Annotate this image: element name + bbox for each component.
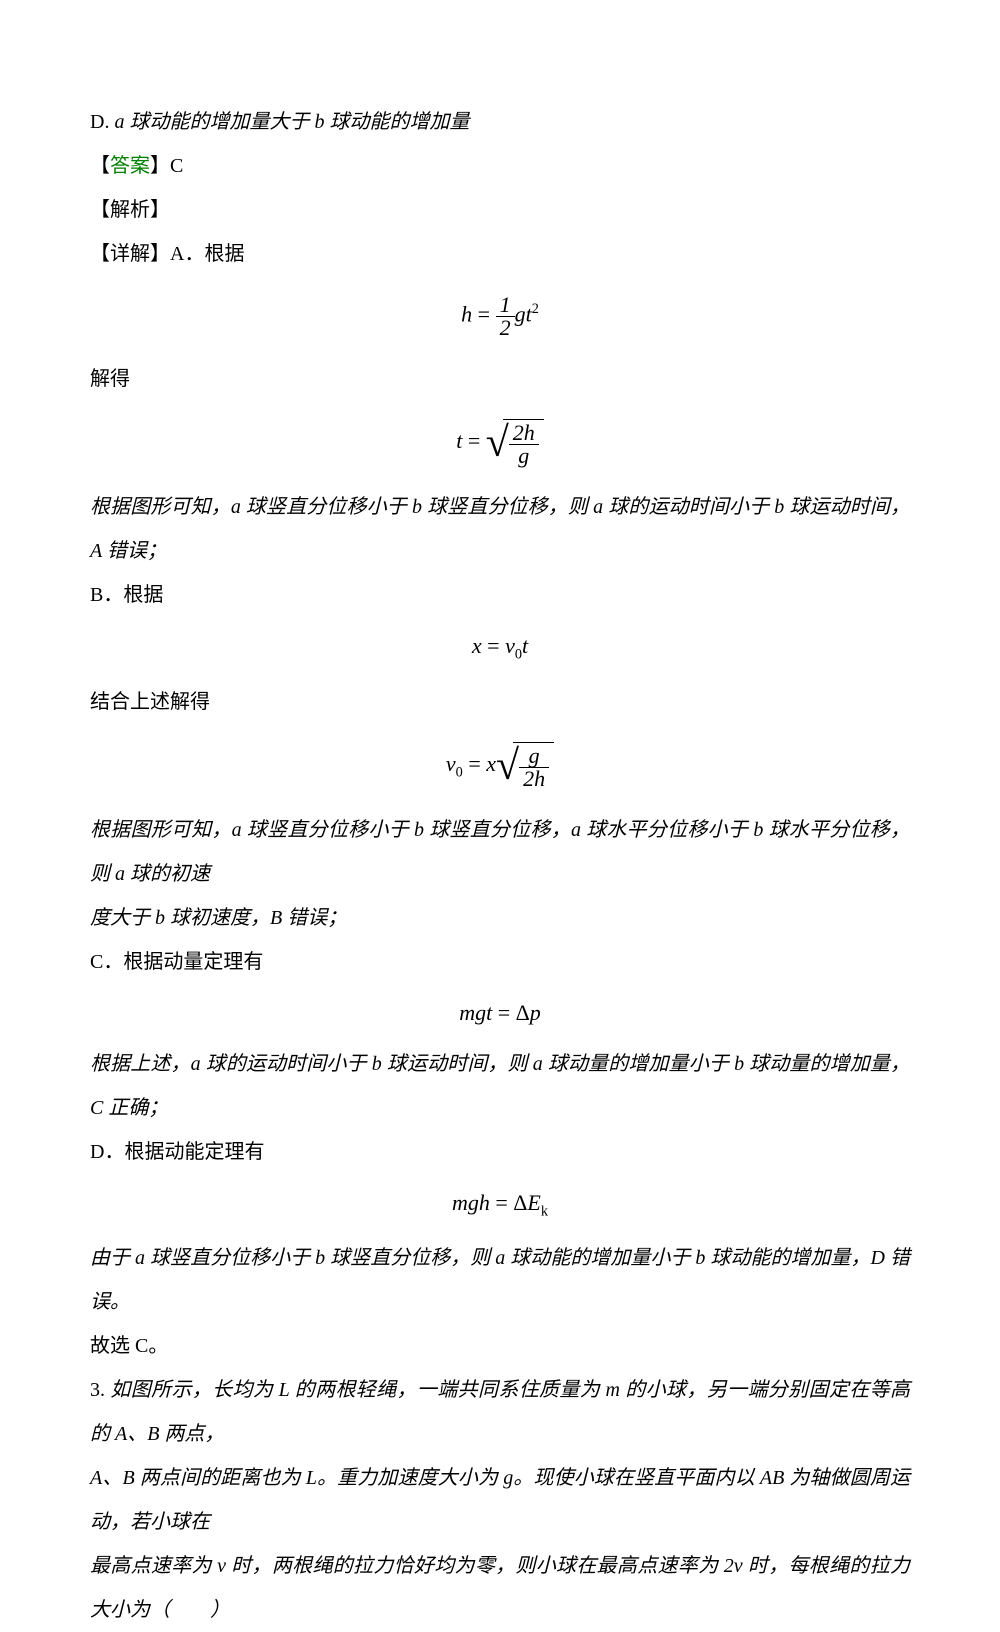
para-a: 根据图形可知，a 球竖直分位移小于 b 球竖直分位移，则 a 球的运动时间小于 …	[90, 485, 910, 573]
bracket-close-3: 】	[150, 243, 170, 265]
f5-lhs: mgt	[459, 1000, 492, 1025]
para-b1-text: 根据图形可知，a 球竖直分位移小于 b 球竖直分位移，a 球水平分位移小于 b …	[90, 819, 910, 885]
f4-v: v	[446, 751, 456, 776]
answer-label: 答案	[110, 155, 150, 177]
f6-sub: k	[541, 1203, 548, 1219]
q3-num: 3.	[90, 1379, 105, 1401]
f1-num: 1	[496, 294, 515, 317]
f6-eq: =	[490, 1190, 513, 1215]
q3-line2: A、B 两点间的距离也为 L。重力加速度大小为 g。现使小球在竖直平面内以 AB…	[90, 1456, 910, 1544]
f4-radicand: g2h	[513, 742, 554, 790]
b-line: B．根据	[90, 573, 910, 617]
formula-v0: v0 = x√g2h	[90, 742, 910, 790]
para-c-text: 根据上述，a 球的运动时间小于 b 球运动时间，则 a 球动量的增加量小于 b …	[90, 1053, 910, 1119]
analysis-label: 解析	[110, 199, 150, 221]
q3-line1: 3. 如图所示，长均为 L 的两根轻绳，一端共同系住质量为 m 的小球，另一端分…	[90, 1368, 910, 1456]
formula-x: x = v0t	[90, 635, 910, 662]
option-d-text: a 球动能的增加量大于 b 球动能的增加量	[109, 111, 469, 133]
f3-sub: 0	[515, 646, 522, 662]
conclusion: 故选 C。	[90, 1324, 910, 1368]
f5-delta: Δ	[516, 1000, 530, 1025]
f6-lhs: mgh	[452, 1190, 490, 1215]
analysis-line: 【解析】	[90, 188, 910, 232]
option-d: D. a 球动能的增加量大于 b 球动能的增加量	[90, 100, 910, 144]
detail-line: 【详解】A．根据	[90, 232, 910, 276]
f1-eq: =	[472, 302, 495, 327]
f5-eq: =	[492, 1000, 515, 1025]
option-d-label: D.	[90, 111, 109, 133]
radical-icon-2: √	[496, 745, 519, 793]
f4-num: g	[519, 745, 549, 768]
f2-eq: =	[462, 428, 485, 453]
para-a-text: 根据图形可知，a 球竖直分位移小于 b 球竖直分位移，则 a 球的运动时间小于 …	[90, 496, 910, 562]
f4-x: x	[486, 751, 496, 776]
formula-t: t = √2hg	[90, 419, 910, 467]
f1-rest: gt	[515, 302, 532, 327]
answer-line: 【答案】C	[90, 144, 910, 188]
f1-den: 2	[496, 317, 515, 339]
q3-line3: 最高点速率为 v 时，两根绳的拉力恰好均为零，则小球在最高点速率为 2v 时，每…	[90, 1544, 910, 1632]
q3-text3: 最高点速率为 v 时，两根绳的拉力恰好均为零，则小球在最高点速率为 2v 时，每…	[90, 1555, 910, 1621]
bracket-close-2: 】	[150, 199, 170, 221]
para-d: 由于 a 球竖直分位移小于 b 球竖直分位移，则 a 球动能的增加量小于 b 球…	[90, 1236, 910, 1324]
f3-v: v	[505, 633, 515, 658]
f2-sqrt: √2hg	[486, 419, 544, 467]
jiede-1: 解得	[90, 357, 910, 401]
f2-den: g	[509, 445, 539, 467]
bracket-open: 【	[90, 155, 110, 177]
f3-x: x	[472, 633, 482, 658]
q3-text1: 如图所示，长均为 L 的两根轻绳，一端共同系住质量为 m 的小球，另一端分别固定…	[90, 1379, 910, 1445]
c-line: C．根据动量定理有	[90, 940, 910, 984]
f6-delta: Δ	[513, 1190, 527, 1215]
f1-frac: 12	[496, 294, 515, 339]
para-b2: 度大于 b 球初速度，B 错误；	[90, 896, 910, 940]
f6-e: E	[527, 1190, 540, 1215]
combine-line: 结合上述解得	[90, 680, 910, 724]
bracket-open-2: 【	[90, 199, 110, 221]
q3-text2: A、B 两点间的距离也为 L。重力加速度大小为 g。现使小球在竖直平面内以 AB…	[90, 1467, 910, 1533]
f1-lhs: h	[461, 302, 472, 327]
detail-label: 详解	[110, 243, 150, 265]
f5-p: p	[530, 1000, 541, 1025]
f4-den: 2h	[519, 768, 549, 790]
f2-num: 2h	[509, 422, 539, 445]
bracket-close: 】	[150, 155, 170, 177]
formula-mgt: mgt = Δp	[90, 1002, 910, 1024]
radical-icon: √	[486, 422, 509, 470]
formula-mgh: mgh = ΔEk	[90, 1192, 910, 1219]
para-c: 根据上述，a 球的运动时间小于 b 球运动时间，则 a 球动量的增加量小于 b …	[90, 1042, 910, 1130]
f4-eq: =	[463, 751, 486, 776]
formula-h: h = 12gt2	[90, 294, 910, 339]
d-line: D．根据动能定理有	[90, 1130, 910, 1174]
para-b1: 根据图形可知，a 球竖直分位移小于 b 球竖直分位移，a 球水平分位移小于 b …	[90, 808, 910, 896]
para-d-text: 由于 a 球竖直分位移小于 b 球竖直分位移，则 a 球动能的增加量小于 b 球…	[90, 1247, 910, 1313]
detail-a: A．根据	[170, 243, 244, 265]
f3-t: t	[522, 633, 528, 658]
f4-sqrt: √g2h	[496, 742, 554, 790]
bracket-open-3: 【	[90, 243, 110, 265]
f1-sup: 2	[532, 301, 539, 317]
f4-sub: 0	[456, 764, 463, 780]
answer-value: C	[170, 155, 183, 177]
para-b2-text: 度大于 b 球初速度，B 错误；	[90, 907, 347, 929]
f3-eq: =	[482, 633, 505, 658]
